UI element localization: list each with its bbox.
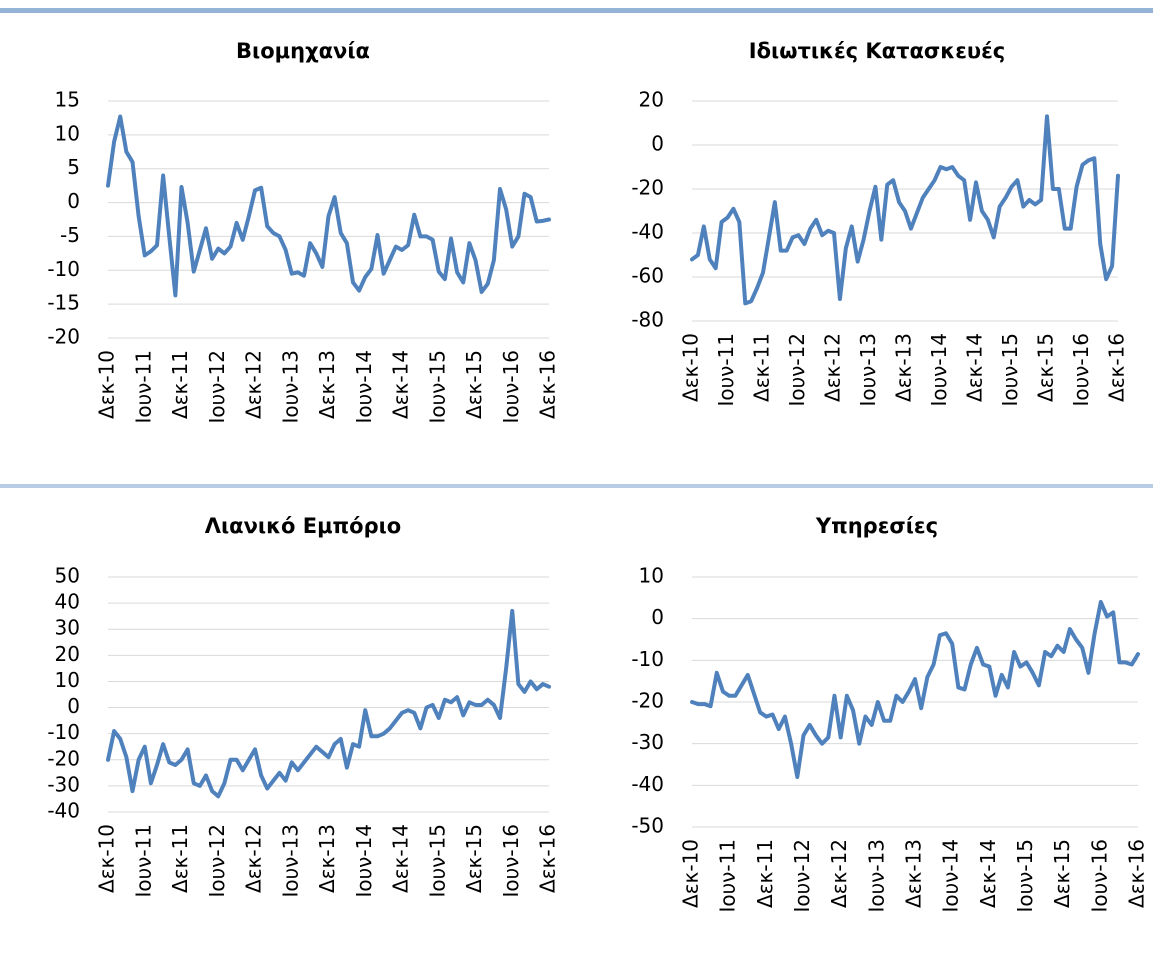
x-tick-label: Ιουν-15	[998, 333, 1022, 407]
x-tick-label: Δεκ-13	[902, 839, 926, 908]
x-tick-label: Ιουν-15	[1013, 839, 1037, 913]
y-tick-label: 40	[55, 590, 80, 614]
x-tick-label: Ιουν-14	[352, 350, 376, 424]
y-tick-label: 0	[67, 694, 80, 718]
x-tick-label: Δεκ-13	[315, 824, 339, 893]
x-tick-label: Ιουν-14	[927, 333, 951, 407]
x-tick-label: Ιουν-16	[1069, 333, 1093, 407]
x-tick-label: Δεκ-14	[976, 839, 1000, 908]
x-tick-label: Ιουν-12	[205, 350, 229, 424]
x-tick-label: Ιουν-11	[131, 350, 155, 424]
x-tick-label: Δεκ-14	[963, 333, 987, 402]
x-tick-label: Δεκ-11	[750, 333, 774, 402]
x-tick-label: Δεκ-12	[821, 333, 845, 402]
separator-rule	[0, 484, 1153, 488]
y-tick-label: -30	[47, 772, 80, 796]
x-tick-label: Δεκ-16	[1125, 839, 1149, 908]
x-tick-label: Ιουν-15	[425, 824, 449, 898]
x-tick-label: Ιουν-12	[205, 824, 229, 898]
x-tick-label: Δεκ-13	[315, 350, 339, 419]
chart-title: Ιδιωτικές Κατασκευές	[749, 39, 1005, 63]
x-tick-label: Δεκ-15	[1034, 333, 1058, 402]
x-tick-label: Δεκ-16	[536, 350, 560, 419]
y-tick-label: -20	[47, 325, 80, 349]
y-tick-label: 20	[639, 88, 664, 112]
y-tick-label: 10	[55, 668, 80, 692]
x-tick-label: Ιουν-13	[278, 824, 302, 898]
y-tick-label: 10	[639, 564, 664, 588]
x-tick-label: Ιουν-12	[790, 839, 814, 913]
x-tick-label: Ιουν-16	[1087, 839, 1111, 913]
y-tick-label: 5	[67, 155, 80, 179]
x-tick-label: Ιουν-15	[425, 350, 449, 424]
y-tick-label: 10	[55, 121, 80, 145]
x-tick-label: Ιουν-12	[785, 333, 809, 407]
y-tick-label: -10	[47, 720, 80, 744]
y-tick-label: 0	[651, 132, 664, 156]
y-tick-label: -40	[631, 220, 664, 244]
x-tick-label: Δεκ-15	[462, 350, 486, 419]
x-tick-label: Δεκ-16	[536, 824, 560, 893]
data-line	[106, 114, 551, 298]
x-tick-label: Ιουν-11	[714, 333, 738, 407]
x-tick-label: Ιουν-16	[499, 350, 523, 424]
chart-title: Υπηρεσίες	[815, 514, 938, 538]
x-tick-label: Δεκ-14	[389, 350, 413, 419]
x-tick-label: Δεκ-15	[462, 824, 486, 893]
x-tick-label: Δεκ-11	[168, 824, 192, 893]
y-tick-label: 0	[67, 189, 80, 213]
x-tick-label: Ιουν-11	[716, 839, 740, 913]
x-tick-label: Δεκ-13	[892, 333, 916, 402]
y-tick-label: -40	[631, 772, 664, 796]
x-tick-label: Δεκ-16	[1105, 333, 1129, 402]
y-tick-label: -40	[47, 799, 80, 823]
x-tick-label: Ιουν-13	[864, 839, 888, 913]
x-tick-label: Ιουν-16	[499, 824, 523, 898]
x-tick-label: Ιουν-14	[352, 824, 376, 898]
data-line	[106, 608, 551, 799]
y-tick-label: -20	[631, 176, 664, 200]
y-tick-label: -80	[631, 308, 664, 332]
y-tick-label: -50	[631, 814, 664, 838]
x-tick-label: Δεκ-12	[827, 839, 851, 908]
x-tick-label: Δεκ-10	[95, 824, 119, 893]
y-tick-label: -60	[631, 264, 664, 288]
x-tick-label: Ιουν-14	[939, 839, 963, 913]
data-line	[690, 600, 1140, 779]
y-tick-label: 0	[651, 605, 664, 629]
y-tick-label: 15	[55, 88, 80, 112]
y-tick-label: -10	[47, 257, 80, 281]
x-tick-label: Δεκ-11	[753, 839, 777, 908]
y-tick-label: -20	[47, 746, 80, 770]
x-tick-label: Δεκ-10	[95, 350, 119, 419]
top-rule	[0, 8, 1153, 13]
y-tick-label: -30	[631, 730, 664, 754]
x-tick-label: Ιουν-13	[856, 333, 880, 407]
y-tick-label: -10	[631, 647, 664, 671]
chart-title: Λιανικό Εμπόριο	[205, 514, 402, 538]
chart-title: Βιομηχανία	[236, 39, 370, 63]
data-line	[690, 114, 1120, 306]
x-tick-label: Δεκ-15	[1050, 839, 1074, 908]
x-tick-label: Δεκ-10	[679, 839, 703, 908]
x-tick-label: Ιουν-13	[278, 350, 302, 424]
y-tick-label: 50	[55, 564, 80, 588]
y-tick-label: 20	[55, 642, 80, 666]
y-tick-label: -20	[631, 689, 664, 713]
y-tick-label: -5	[60, 223, 80, 247]
x-tick-label: Δεκ-11	[168, 350, 192, 419]
x-tick-label: Δεκ-12	[242, 824, 266, 893]
x-tick-label: Ιουν-11	[131, 824, 155, 898]
x-tick-label: Δεκ-10	[679, 333, 703, 402]
y-tick-label: 30	[55, 616, 80, 640]
x-tick-label: Δεκ-12	[242, 350, 266, 419]
x-tick-label: Δεκ-14	[389, 824, 413, 893]
y-tick-label: -15	[47, 291, 80, 315]
